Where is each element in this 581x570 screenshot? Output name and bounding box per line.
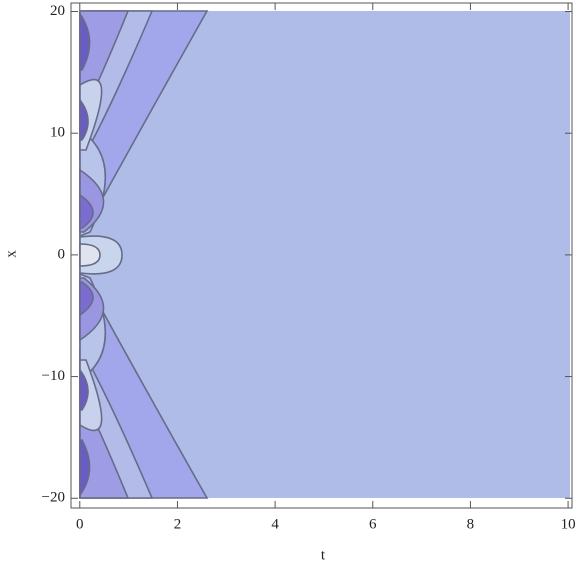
y-axis-label: x <box>3 250 19 258</box>
y-tick-label: −10 <box>42 368 65 384</box>
y-tick-label: 20 <box>50 3 65 19</box>
x-tick-label: 0 <box>76 516 84 532</box>
contour-band <box>79 243 101 267</box>
contour-band <box>79 193 94 317</box>
x-tick-label: 10 <box>561 516 576 532</box>
frame <box>70 2 573 509</box>
y-tick-label: −20 <box>42 490 65 506</box>
contour-band <box>79 11 91 498</box>
x-tick-label: 8 <box>467 516 475 532</box>
x-axis-label: t <box>321 547 326 563</box>
x-tick-label: 2 <box>174 516 182 532</box>
x-tick-label: 4 <box>271 516 279 532</box>
y-tick-label: 10 <box>50 125 65 141</box>
contour-fill <box>79 10 570 499</box>
y-tick-label: 0 <box>58 246 66 262</box>
x-tick-label: 6 <box>369 516 377 532</box>
